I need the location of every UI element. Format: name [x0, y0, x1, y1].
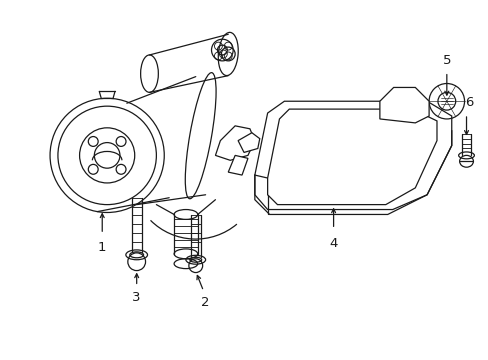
Circle shape — [394, 91, 413, 111]
Text: 2: 2 — [201, 296, 209, 309]
Text: 3: 3 — [132, 291, 141, 304]
Polygon shape — [267, 109, 436, 204]
Polygon shape — [379, 87, 428, 123]
Polygon shape — [254, 101, 451, 215]
Text: 4: 4 — [329, 237, 337, 250]
Polygon shape — [215, 126, 254, 160]
Text: 5: 5 — [442, 54, 450, 67]
Polygon shape — [228, 156, 247, 175]
Text: 1: 1 — [98, 241, 106, 254]
Text: 6: 6 — [465, 96, 473, 109]
Polygon shape — [238, 133, 259, 152]
